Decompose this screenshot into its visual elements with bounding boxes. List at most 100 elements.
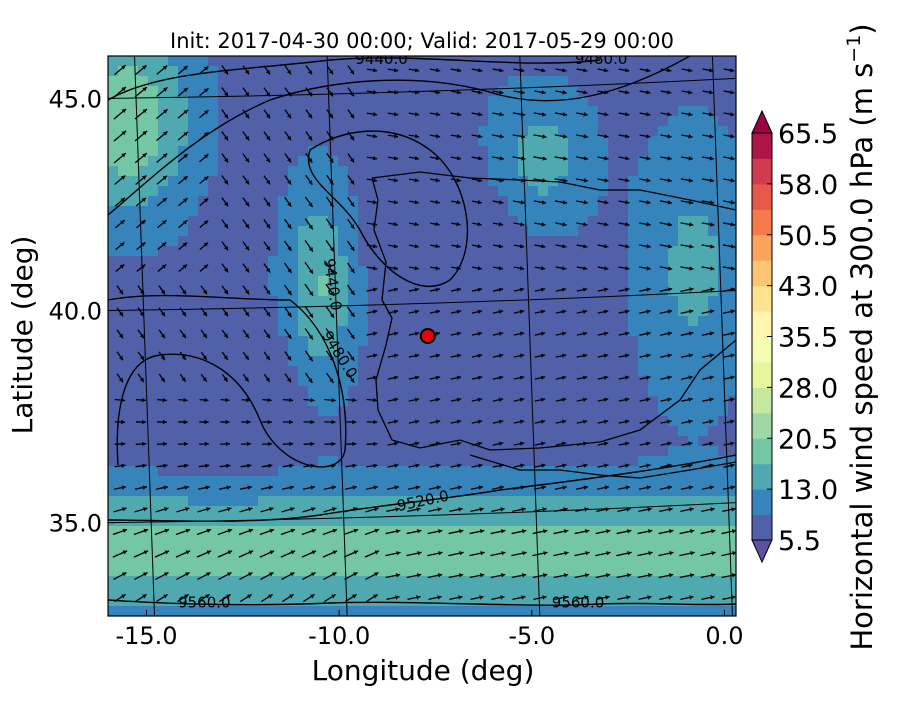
heatmap-cell [588,106,599,117]
heatmap-cell [488,496,499,507]
heatmap-cell [178,56,189,67]
heatmap-cell [128,186,139,197]
heatmap-cell [308,96,319,107]
heatmap-cell [468,566,479,577]
heatmap-cell [298,526,309,537]
heatmap-cell [218,96,229,107]
heatmap-cell [538,116,549,127]
heatmap-cell [298,166,309,177]
heatmap-cell [188,526,199,537]
heatmap-cell [638,496,649,507]
heatmap-cell [208,526,219,537]
heatmap-cell [728,396,739,407]
heatmap-cell [258,526,269,537]
heatmap-cell [478,96,489,107]
heatmap-cell [638,336,649,347]
heatmap-cell [588,336,599,347]
heatmap-cell [328,146,339,157]
heatmap-cell [218,206,229,217]
heatmap-cell [568,496,579,507]
heatmap-cell [248,326,259,337]
heatmap-cell [428,96,439,107]
heatmap-cell [498,386,509,397]
heatmap-cell [698,186,709,197]
heatmap-cell [438,56,449,67]
heatmap-cell [168,606,179,617]
heatmap-cell [338,226,349,237]
heatmap-cell [128,326,139,337]
heatmap-cell [398,406,409,417]
heatmap-cell [628,246,639,257]
heatmap-cell [438,556,449,567]
heatmap-cell [208,446,219,457]
heatmap-cell [258,586,269,597]
heatmap-cell [368,556,379,567]
heatmap-cell [368,446,379,457]
heatmap-cell [218,426,229,437]
heatmap-cell [348,276,359,287]
heatmap-cell [418,226,429,237]
heatmap-cell [628,146,639,157]
heatmap-cell [318,126,329,137]
heatmap-cell [678,606,689,617]
heatmap-cell [338,166,349,177]
heatmap-cell [698,66,709,77]
heatmap-cell [108,186,119,197]
heatmap-cell [158,186,169,197]
heatmap-cell [558,336,569,347]
heatmap-cell [168,366,179,377]
heatmap-cell [408,166,419,177]
heatmap-cell [298,466,309,477]
heatmap-cell [298,486,309,497]
heatmap-cell [298,76,309,87]
heatmap-cell [728,426,739,437]
heatmap-cell [558,76,569,87]
heatmap-cell [458,206,469,217]
heatmap-cell [128,256,139,267]
heatmap-cell [588,346,599,357]
heatmap-cell [128,486,139,497]
heatmap-cell [728,466,739,477]
heatmap-cell [118,476,129,487]
heatmap-cell [578,396,589,407]
heatmap-cell [558,116,569,127]
heatmap-cell [188,226,199,237]
heatmap-cell [128,476,139,487]
heatmap-cell [228,256,239,267]
heatmap-cell [568,76,579,87]
heatmap-cell [188,496,199,507]
heatmap-cell [148,126,159,137]
heatmap-cell [498,146,509,157]
heatmap-cell [718,406,729,417]
heatmap-cell [328,566,339,577]
heatmap-cell [488,316,499,327]
heatmap-cell [248,536,259,547]
heatmap-cell [458,366,469,377]
heatmap-cell [418,356,429,367]
heatmap-cell [628,256,639,267]
heatmap-cell [548,116,559,127]
heatmap-cell [358,606,369,617]
heatmap-cell [558,226,569,237]
heatmap-cell [108,306,119,317]
heatmap-cell [338,586,349,597]
heatmap-cell [718,416,729,427]
heatmap-cell [688,406,699,417]
heatmap-cell [488,606,499,617]
heatmap-cell [508,396,519,407]
heatmap-cell [298,426,309,437]
heatmap-cell [628,236,639,247]
heatmap-cell [708,606,719,617]
heatmap-cell [338,246,349,257]
colorbar-label-end: ) [845,23,879,34]
heatmap-cell [248,216,259,227]
heatmap-cell [458,466,469,477]
heatmap-cell [538,186,549,197]
heatmap-cell [468,356,479,367]
heatmap-cell [658,566,669,577]
heatmap-cell [258,366,269,377]
heatmap-cell [158,56,169,67]
heatmap-cell [468,216,479,227]
heatmap-cell [318,156,329,167]
